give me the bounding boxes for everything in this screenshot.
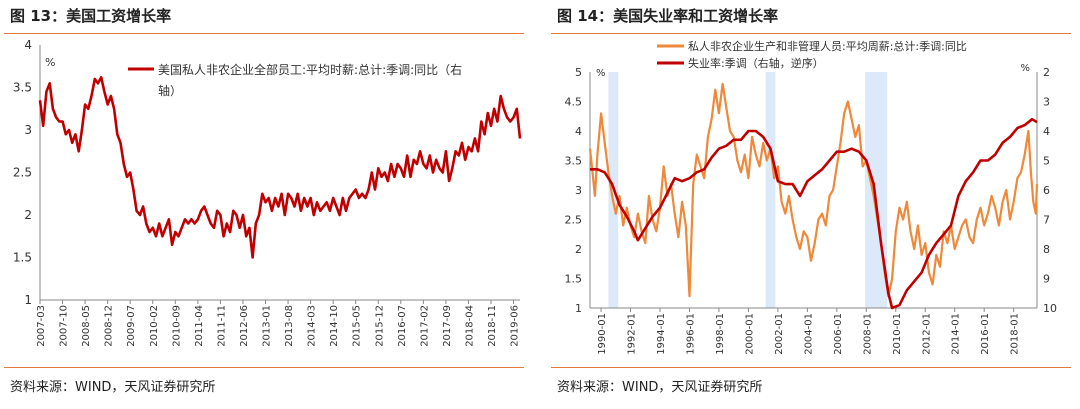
x-tick-label: 1998-01 [715,313,726,355]
x-tick-label: 2008-01 [862,313,873,355]
source-divider [551,367,1071,368]
right-tick-label: 10 [1043,302,1057,315]
y-tick-label: 1 [24,293,32,307]
wage-growth-line [588,82,1039,298]
x-tick-label: 2014-03 [307,305,318,347]
source-note: 资料来源：WIND，天风证券研究所 [10,380,216,395]
right-tick-label: 4 [1043,125,1050,138]
x-tick-label: 1996-01 [685,313,696,355]
x-tick-label: 2018-01 [1010,313,1021,355]
chart-panel-wage-growth: 图 13：美国工资增长率 1 1.5 2 2.5 3 3.5 4% 2007-03 2007-1… [0,0,528,409]
right-tick-label: 3 [1043,96,1050,109]
y-tick-label: 3.5 [13,81,32,95]
x-tick-label: 2014-10 [329,305,340,347]
wage-growth-chart: 1 1.5 2 2.5 3 3.5 4% 2007-03 2007-10 2008-05 2008-… [13,38,522,347]
right-tick-label: 9 [1043,273,1050,286]
x-tick-label: 2018-11 [487,305,498,347]
x-tick-label: 2013-08 [284,305,295,347]
left-tick-label: 4.5 [565,96,583,109]
x-tick-label: 2016-07 [397,305,408,347]
x-tick-label: 2006-01 [833,313,844,355]
left-tick-label: 2.5 [565,214,583,227]
x-tick-label: 2002-01 [774,313,785,355]
y-tick-label: 2 [24,208,32,222]
left-tick-label: 2 [575,243,582,256]
left-tick-label: 5 [575,66,582,79]
right-unit-label: % [1020,63,1030,74]
source-note: 资料来源：WIND，天风证券研究所 [557,380,763,395]
source-divider [4,367,524,368]
unemployment-wage-chart: 1 1.5 2 2.5 3 3.5 4 4.5 5 2 3 4 5 6 7 8 9 10% % 1990-01 1992… [565,39,1058,355]
y-tick-label: 3 [24,123,32,137]
chart-panel-unemployment-wage: 图 14：美国失业率和工资增长率 1 1.5 2 2.5 3 3.5 4 4.5 5 2 3 4 5 6 7… [547,0,1075,409]
right-tick-label: 6 [1043,184,1050,197]
chart-title: 图 14：美国失业率和工资增长率 [557,7,779,25]
x-tick-label: 1990-01 [597,313,608,355]
x-tick-label: 2012-06 [239,305,250,347]
x-tick-label: 2010-01 [892,313,903,355]
x-tick-label: 1992-01 [627,313,638,355]
left-tick-label: 1.5 [565,273,583,286]
x-tick-label: 1994-01 [656,313,667,355]
x-tick-label: 2011-04 [194,305,205,347]
legend-label: 美国私人非农企业全部员工:平均时薪:总计:季调:同比（右 [158,62,462,77]
x-tick-label: 2008-05 [81,305,92,347]
x-tick-label: 2011-11 [216,305,227,347]
x-tick-label: 2007-10 [59,305,70,347]
right-tick-label: 5 [1043,155,1050,168]
x-tick-label: 2010-02 [149,305,160,347]
left-tick-label: 4 [575,125,582,138]
left-tick-label: 3.5 [565,155,583,168]
x-tick-label: 2008-12 [104,305,115,347]
x-tick-label: 2007-03 [36,305,47,347]
x-tick-label: 2012-01 [921,313,932,355]
unemployment-rate-line [590,117,1038,310]
x-tick-label: 2016-01 [980,313,991,355]
x-tick-label: 2009-07 [126,305,137,347]
x-tick-label: 2017-09 [442,305,453,347]
wage-growth-line [38,75,522,259]
y-tick-label: 2.5 [13,166,32,180]
title-divider [4,33,524,34]
x-tick-label: 2019-06 [510,305,521,347]
right-tick-label: 8 [1043,243,1050,256]
x-tick-label: 2018-04 [464,305,475,347]
x-tick-label: 2014-01 [951,313,962,355]
left-unit-label: % [596,68,606,79]
x-tick-label: 2017-02 [419,305,430,347]
y-unit-label: % [45,56,55,69]
x-tick-label: 2015-05 [352,305,363,347]
legend-label-wage: 私人非农企业生产和非管理人员:平均周薪:总计:季调:同比 [688,39,967,53]
right-tick-label: 7 [1043,214,1050,227]
left-tick-label: 3 [575,184,582,197]
x-tick-label: 2013-01 [262,305,273,347]
chart-title: 图 13：美国工资增长率 [10,7,172,25]
left-tick-label: 1 [575,302,582,315]
y-tick-label: 1.5 [13,251,32,265]
recession-band [765,72,776,308]
title-divider [551,33,1071,34]
y-tick-label: 4 [24,38,32,52]
x-tick-label: 2010-09 [171,305,182,347]
legend-label-unemployment: 失业率:季调（右轴，逆序） [688,56,824,70]
right-tick-label: 2 [1043,66,1050,79]
legend-label-cont: 轴） [158,83,182,98]
x-tick-label: 2004-01 [803,313,814,355]
x-tick-label: 2015-12 [374,305,385,347]
x-tick-label: 2000-01 [744,313,755,355]
